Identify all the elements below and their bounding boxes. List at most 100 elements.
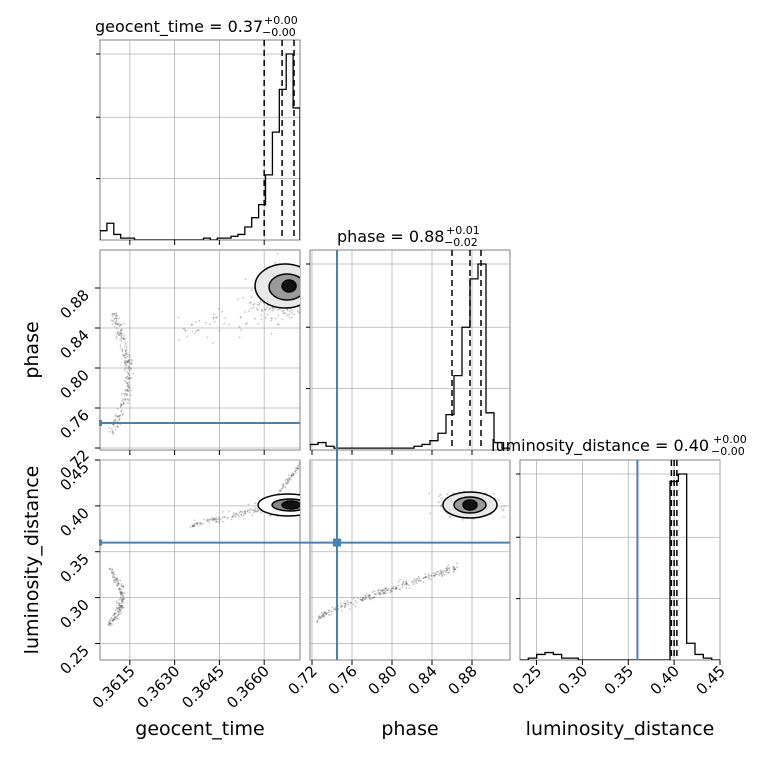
sample-point (123, 355, 126, 358)
sample-point (124, 398, 126, 401)
sample-point (108, 622, 111, 625)
sample-point (115, 319, 118, 322)
x-tick-label: 0.3660 (223, 662, 273, 712)
sample-point (392, 585, 395, 588)
sample-point (122, 606, 125, 609)
sample-point (365, 596, 367, 599)
sample-point (235, 515, 237, 518)
sample-point (238, 336, 241, 339)
sample-point (256, 308, 259, 311)
sample-point (294, 470, 297, 472)
sample-point (111, 623, 113, 626)
sample-point (409, 587, 411, 590)
sample-point (116, 618, 119, 620)
sample-point (125, 376, 128, 379)
sample-point (417, 579, 420, 582)
sample-point (418, 577, 421, 579)
sample-point (114, 618, 116, 620)
title-luminosity-distance-sup: +0.00 (713, 433, 747, 446)
sample-point (254, 317, 257, 320)
sample-point (453, 566, 456, 569)
sample-point (118, 606, 121, 609)
y-axis-label-phase: phase (21, 321, 43, 378)
sample-point (405, 580, 408, 583)
sample-point (361, 599, 364, 601)
sample-point (112, 619, 115, 622)
sample-point (297, 467, 299, 470)
sample-point (237, 298, 239, 301)
sample-point (126, 375, 129, 378)
sample-point (318, 614, 321, 617)
sample-point (118, 602, 121, 605)
sample-point (130, 363, 133, 366)
sample-point (448, 567, 451, 570)
sample-point (430, 574, 433, 577)
sample-point (258, 303, 260, 306)
sample-point (112, 579, 115, 582)
contour-inner (281, 500, 300, 510)
sample-point (449, 515, 452, 518)
sample-point (296, 467, 299, 470)
sample-point (316, 620, 319, 622)
sample-point (317, 615, 320, 618)
sample-point (126, 389, 129, 392)
sample-point (120, 334, 123, 337)
sample-point (191, 330, 194, 333)
sample-point (355, 601, 358, 604)
sample-point (115, 321, 118, 323)
sample-point (362, 597, 365, 600)
sample-point (368, 594, 371, 596)
sample-point (126, 398, 129, 401)
sample-point (249, 508, 252, 511)
sample-point (126, 389, 129, 392)
sample-point (419, 579, 421, 582)
sample-point (453, 568, 456, 571)
sample-point (119, 323, 122, 326)
sample-point (116, 415, 119, 417)
density-contours (254, 263, 498, 519)
sample-point (301, 296, 303, 298)
sample-point (127, 372, 130, 374)
sample-point (125, 377, 128, 379)
sample-point (365, 593, 368, 596)
sample-point (213, 320, 216, 323)
sample-point (178, 339, 181, 341)
sample-point (430, 574, 433, 577)
sample-point (125, 393, 127, 395)
sample-point (206, 518, 209, 521)
sample-point (230, 518, 233, 521)
sample-point (255, 510, 258, 513)
sample-point (445, 567, 448, 570)
sample-point (433, 574, 435, 577)
sample-point (260, 314, 263, 317)
sample-point (223, 516, 226, 519)
sample-point (117, 613, 120, 616)
sample-point (108, 567, 111, 570)
sample-point (191, 525, 194, 528)
sample-point (382, 591, 385, 594)
sample-point (420, 580, 422, 582)
sample-point (227, 510, 230, 513)
sample-point (405, 582, 408, 585)
sample-point (240, 329, 243, 331)
sample-point (128, 369, 131, 371)
sample-point (384, 587, 387, 590)
sample-point (126, 360, 129, 363)
sample-point (120, 324, 123, 327)
sample-point (392, 587, 395, 590)
sample-point (198, 522, 201, 524)
sample-point (447, 564, 450, 567)
sample-point (281, 487, 284, 490)
sample-point (291, 309, 293, 312)
sample-point (124, 362, 127, 365)
sample-point (226, 516, 229, 519)
sample-point (295, 469, 298, 472)
sample-point (379, 592, 381, 594)
sample-point (383, 592, 386, 595)
sample-point (342, 602, 345, 605)
sample-point (120, 604, 123, 607)
sample-point (209, 323, 211, 326)
sample-point (381, 588, 384, 591)
sample-point (239, 315, 242, 318)
sample-point (250, 296, 253, 298)
